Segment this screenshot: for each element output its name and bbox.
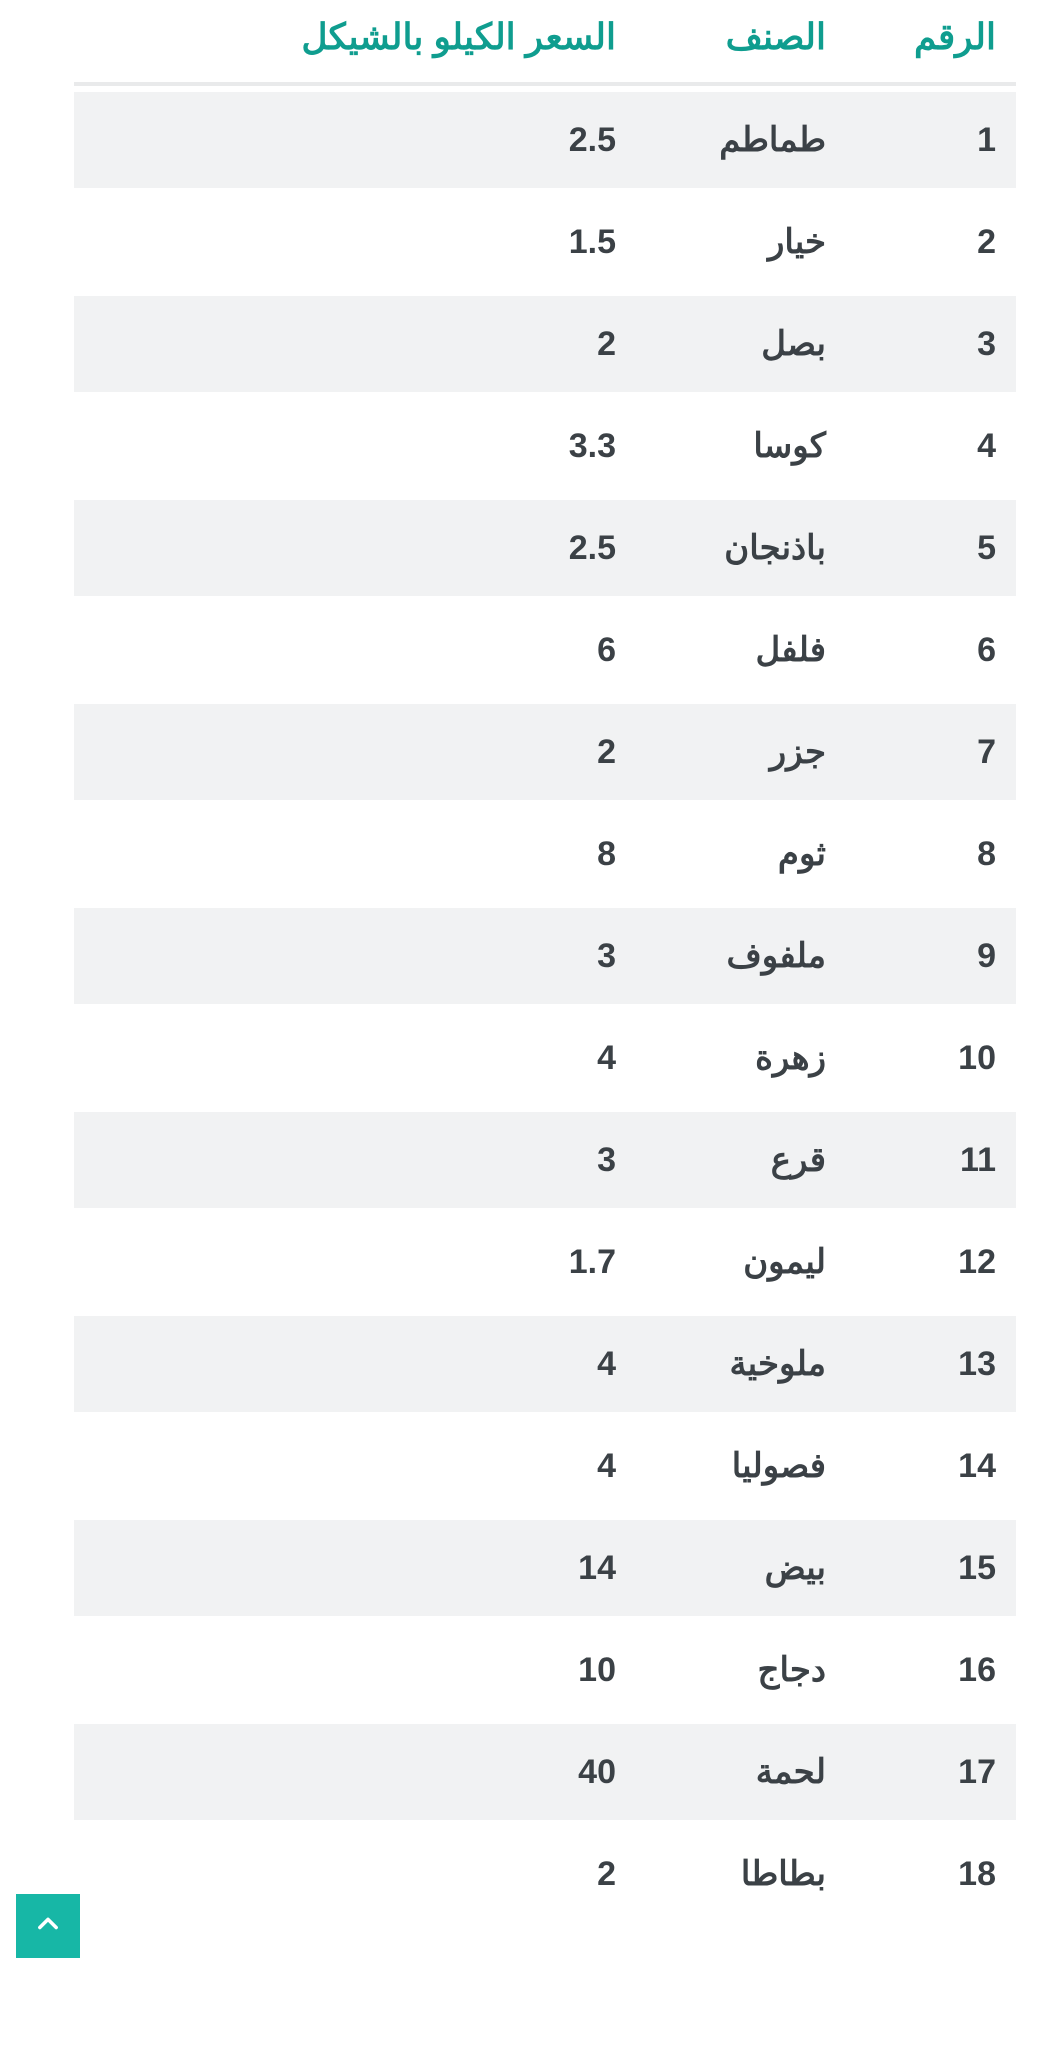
- cell-number: 18: [846, 1826, 1016, 1922]
- cell-item: ملفوف: [636, 908, 846, 1004]
- cell-price: 3: [74, 908, 636, 1004]
- cell-number: 15: [846, 1520, 1016, 1616]
- cell-item: قرع: [636, 1112, 846, 1208]
- cell-item: طماطم: [636, 92, 846, 188]
- cell-item: بيض: [636, 1520, 846, 1616]
- chevron-up-icon: [34, 1910, 62, 1943]
- table-row: 7جزر2: [74, 704, 1016, 800]
- cell-item: دجاج: [636, 1622, 846, 1718]
- table-row: 12ليمون1.7: [74, 1214, 1016, 1310]
- cell-number: 16: [846, 1622, 1016, 1718]
- cell-price: 4: [74, 1010, 636, 1106]
- table-row: 14فصوليا4: [74, 1418, 1016, 1514]
- table-row: 1طماطم2.5: [74, 92, 1016, 188]
- table-header-row: الرقم الصنف السعر الكيلو بالشيكل: [74, 6, 1016, 86]
- cell-item: بطاطا: [636, 1826, 846, 1922]
- cell-number: 13: [846, 1316, 1016, 1412]
- table-row: 4كوسا3.3: [74, 398, 1016, 494]
- cell-number: 17: [846, 1724, 1016, 1820]
- cell-price: 2.5: [74, 500, 636, 596]
- cell-number: 10: [846, 1010, 1016, 1106]
- scroll-to-top-button[interactable]: [16, 1894, 80, 1958]
- table-row: 3بصل2: [74, 296, 1016, 392]
- cell-number: 6: [846, 602, 1016, 698]
- cell-item: خيار: [636, 194, 846, 290]
- cell-item: بصل: [636, 296, 846, 392]
- cell-number: 4: [846, 398, 1016, 494]
- cell-item: ملوخية: [636, 1316, 846, 1412]
- cell-number: 8: [846, 806, 1016, 902]
- cell-price: 14: [74, 1520, 636, 1616]
- table-row: 10زهرة4: [74, 1010, 1016, 1106]
- cell-number: 7: [846, 704, 1016, 800]
- cell-price: 8: [74, 806, 636, 902]
- cell-price: 2: [74, 296, 636, 392]
- cell-price: 2: [74, 704, 636, 800]
- cell-number: 1: [846, 92, 1016, 188]
- cell-price: 40: [74, 1724, 636, 1820]
- cell-item: كوسا: [636, 398, 846, 494]
- table-row: 15بيض14: [74, 1520, 1016, 1616]
- cell-item: باذنجان: [636, 500, 846, 596]
- cell-price: 3: [74, 1112, 636, 1208]
- cell-item: فصوليا: [636, 1418, 846, 1514]
- table-row: 6فلفل6: [74, 602, 1016, 698]
- cell-price: 2: [74, 1826, 636, 1922]
- table-row: 2خيار1.5: [74, 194, 1016, 290]
- header-item: الصنف: [636, 6, 846, 86]
- table-row: 16دجاج10: [74, 1622, 1016, 1718]
- table-row: 8ثوم8: [74, 806, 1016, 902]
- cell-price: 3.3: [74, 398, 636, 494]
- cell-number: 11: [846, 1112, 1016, 1208]
- cell-price: 2.5: [74, 92, 636, 188]
- cell-item: جزر: [636, 704, 846, 800]
- cell-number: 9: [846, 908, 1016, 1004]
- cell-number: 5: [846, 500, 1016, 596]
- cell-item: زهرة: [636, 1010, 846, 1106]
- cell-number: 14: [846, 1418, 1016, 1514]
- cell-number: 3: [846, 296, 1016, 392]
- table-row: 18بطاطا2: [74, 1826, 1016, 1922]
- table-row: 17لحمة40: [74, 1724, 1016, 1820]
- cell-price: 6: [74, 602, 636, 698]
- cell-price: 4: [74, 1316, 636, 1412]
- price-table: الرقم الصنف السعر الكيلو بالشيكل 1طماطم2…: [74, 0, 1016, 1928]
- cell-price: 4: [74, 1418, 636, 1514]
- table-row: 9ملفوف3: [74, 908, 1016, 1004]
- cell-item: لحمة: [636, 1724, 846, 1820]
- cell-number: 2: [846, 194, 1016, 290]
- cell-number: 12: [846, 1214, 1016, 1310]
- header-price: السعر الكيلو بالشيكل: [74, 6, 636, 86]
- table-row: 13ملوخية4: [74, 1316, 1016, 1412]
- table-row: 5باذنجان2.5: [74, 500, 1016, 596]
- cell-price: 10: [74, 1622, 636, 1718]
- cell-price: 1.7: [74, 1214, 636, 1310]
- cell-item: ليمون: [636, 1214, 846, 1310]
- cell-item: ثوم: [636, 806, 846, 902]
- table-row: 11قرع3: [74, 1112, 1016, 1208]
- cell-item: فلفل: [636, 602, 846, 698]
- cell-price: 1.5: [74, 194, 636, 290]
- header-number: الرقم: [846, 6, 1016, 86]
